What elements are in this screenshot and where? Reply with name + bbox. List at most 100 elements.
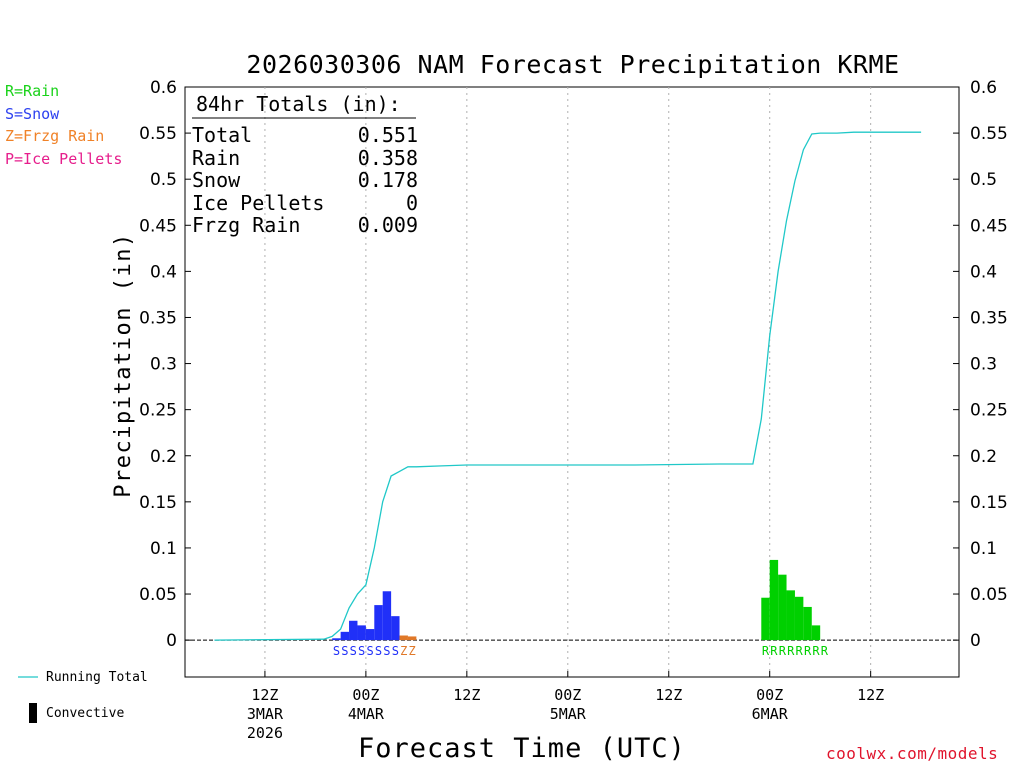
totals-value-rain: 0.358 bbox=[357, 145, 418, 170]
precip-bar-rain bbox=[769, 559, 779, 641]
precip-type-letter: S bbox=[383, 644, 390, 658]
totals-value-total: 0.551 bbox=[357, 123, 418, 147]
x-tick-label: 2026 bbox=[247, 724, 283, 742]
y-axis-label: Precipitation (in) bbox=[111, 232, 136, 498]
totals-label-frzg-rain: Frzg Rain bbox=[192, 213, 301, 238]
y-tick-label-right: 0.45 bbox=[970, 216, 1008, 236]
legend-ice-pellets: P=Ice Pellets bbox=[5, 150, 123, 168]
precip-bar-rain bbox=[786, 590, 795, 641]
precip-type-letter: S bbox=[350, 644, 357, 658]
y-tick-label-left: 0.1 bbox=[150, 539, 177, 559]
precip-bar-snow bbox=[340, 631, 350, 641]
totals-value-snow: 0.178 bbox=[357, 168, 418, 193]
totals-label-ice-pellets: Ice Pellets bbox=[192, 190, 325, 215]
x-tick-label: 5MAR bbox=[550, 705, 587, 723]
precip-type-letter: R bbox=[762, 644, 770, 658]
x-tick-label: 12Z bbox=[857, 686, 884, 704]
y-tick-label-left: 0 bbox=[166, 631, 177, 651]
x-tick-label: 12Z bbox=[655, 686, 682, 704]
precip-bar-snow bbox=[382, 591, 392, 641]
precip-bar-frzg bbox=[399, 635, 408, 641]
plot-frame bbox=[184, 86, 960, 678]
legend-snow: S=Snow bbox=[5, 105, 60, 123]
legend-rain: R=Rain bbox=[5, 82, 60, 100]
running-total-line bbox=[214, 131, 922, 641]
precip-type-letter: R bbox=[770, 644, 778, 658]
y-tick-label-left: 0.2 bbox=[150, 447, 177, 467]
y-tick-label-left: 0.35 bbox=[139, 308, 177, 328]
precip-bar-rain bbox=[794, 596, 804, 641]
precip-bar-snow bbox=[357, 625, 366, 641]
x-tick-label: 12Z bbox=[453, 686, 480, 704]
x-tick-label: 00Z bbox=[554, 686, 581, 704]
precip-bar-snow bbox=[374, 605, 383, 641]
precip-type-letter: R bbox=[779, 644, 787, 658]
convective-legend-swatch bbox=[29, 703, 37, 723]
credit-link[interactable]: coolwx.com/models bbox=[826, 744, 999, 763]
y-tick-label-right: 0.2 bbox=[970, 447, 997, 467]
y-tick-label-right: 0.4 bbox=[970, 262, 997, 282]
precip-type-letter: R bbox=[787, 644, 795, 658]
y-tick-label-left: 0.15 bbox=[139, 493, 177, 513]
precip-type-letter: R bbox=[796, 644, 804, 658]
precip-bar-rain bbox=[803, 606, 812, 641]
precip-type-letter: Z bbox=[400, 644, 407, 658]
y-tick-label-left: 0.05 bbox=[139, 585, 177, 605]
y-tick-label-left: 0.3 bbox=[150, 355, 177, 375]
x-tick-label: 12Z bbox=[251, 686, 278, 704]
precip-bar-rain bbox=[778, 574, 787, 641]
y-tick-label-right: 0.35 bbox=[970, 308, 1008, 328]
y-tick-label-right: 0.1 bbox=[970, 539, 997, 559]
y-tick-label-right: 0.05 bbox=[970, 585, 1008, 605]
precip-bar-rain bbox=[761, 597, 770, 641]
precip-type-letter: R bbox=[821, 644, 829, 658]
x-tick-label: 6MAR bbox=[752, 705, 789, 723]
precip-type-letter: R bbox=[812, 644, 820, 658]
totals-value-frzg-rain: 0.009 bbox=[357, 213, 418, 238]
precip-type-letter: R bbox=[804, 644, 812, 658]
y-tick-label-right: 0.6 bbox=[970, 78, 997, 98]
precip-type-letter: S bbox=[333, 644, 340, 658]
y-tick-label-right: 0.25 bbox=[970, 401, 1008, 421]
precip-bar-snow bbox=[391, 616, 400, 641]
x-axis-label: Forecast Time (UTC) bbox=[358, 733, 686, 764]
x-tick-label: 3MAR bbox=[247, 705, 284, 723]
totals-values: 0.551 0.358 0.178 0 0.009 bbox=[300, 124, 418, 237]
precip-bars bbox=[332, 559, 821, 641]
precip-type-letter: S bbox=[341, 644, 348, 658]
totals-label-rain: Rain bbox=[192, 145, 241, 170]
convective-legend-label: Convective bbox=[46, 706, 125, 721]
precip-type-letter: S bbox=[392, 644, 399, 658]
y-tick-label-right: 0.5 bbox=[970, 170, 997, 190]
y-tick-label-left: 0.45 bbox=[139, 216, 177, 236]
y-tick-label-right: 0.3 bbox=[970, 355, 997, 375]
y-tick-label-right: 0.55 bbox=[970, 124, 1008, 144]
precip-bar-frzg bbox=[407, 636, 417, 641]
precip-type-letter: S bbox=[366, 644, 373, 658]
precip-bar-snow bbox=[365, 629, 375, 641]
y-tick-label-left: 0.4 bbox=[150, 262, 177, 282]
precip-type-letter: S bbox=[358, 644, 365, 658]
totals-label-snow: Snow bbox=[192, 168, 241, 193]
gridlines bbox=[264, 87, 872, 677]
y-tick-label-left: 0.5 bbox=[150, 170, 177, 190]
precip-type-letter: Z bbox=[409, 644, 416, 658]
legend-frzg-rain: Z=Frzg Rain bbox=[5, 127, 105, 145]
x-tick-label: 00Z bbox=[756, 686, 783, 704]
totals-heading: 84hr Totals (in): bbox=[196, 92, 401, 116]
y-tick-label-left: 0.6 bbox=[150, 78, 177, 98]
chart-title: 2026030306 NAM Forecast Precipitation KR… bbox=[246, 50, 900, 79]
y-tick-label-left: 0.55 bbox=[139, 124, 177, 144]
y-axis-ticks: 0 0 0.05 0.05 0.1 0.1 0.15 0.15 0.2 0.2 0.25 0.25 0.… bbox=[139, 78, 1008, 651]
running-total-legend-label: Running Total bbox=[46, 670, 148, 685]
precip-bar-snow bbox=[349, 620, 358, 641]
x-tick-label: 4MAR bbox=[348, 705, 385, 723]
precip-bar-snow bbox=[332, 638, 341, 641]
totals-labels: Total Rain Snow Ice Pellets Frzg Rain bbox=[192, 124, 324, 237]
x-tick-label: 00Z bbox=[352, 686, 379, 704]
totals-label-total: Total bbox=[192, 123, 253, 147]
totals-value-ice-pellets: 0 bbox=[405, 190, 418, 215]
precip-type-letter: S bbox=[375, 644, 382, 658]
